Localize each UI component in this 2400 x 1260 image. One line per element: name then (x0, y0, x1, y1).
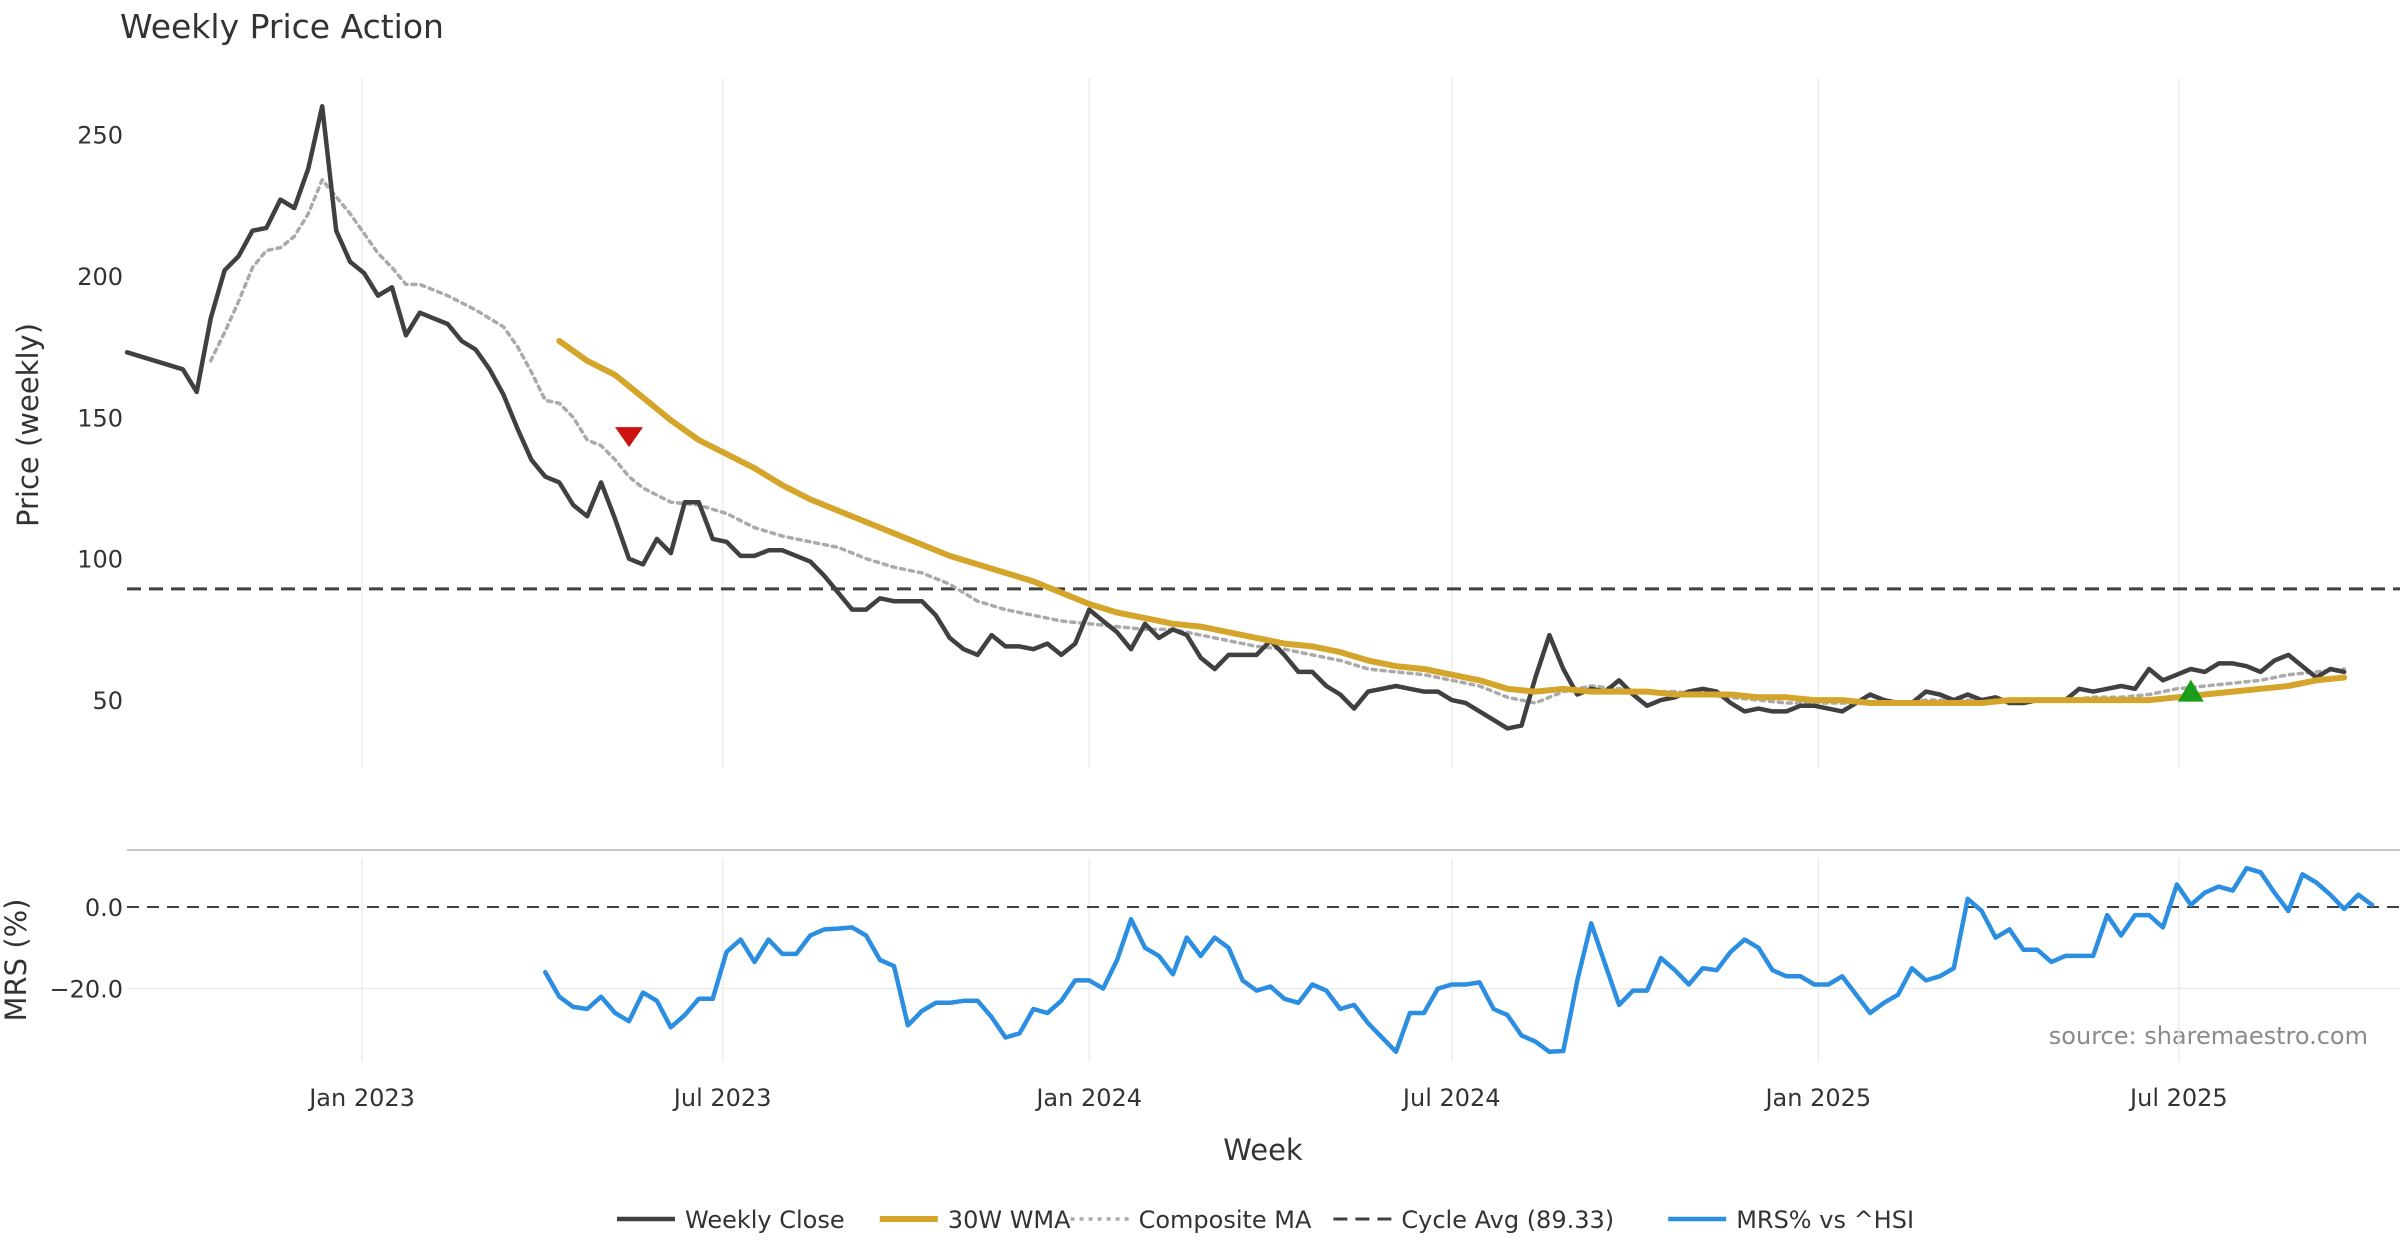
legend-item: MRS% vs ^HSI (1668, 1206, 1914, 1234)
price-y-tick-label: 150 (77, 404, 123, 432)
mrs-series-layer (543, 865, 2375, 1055)
price-y-tick-label: 100 (77, 546, 123, 574)
composite-line (208, 178, 2346, 705)
legend-label: Composite MA (1139, 1206, 1312, 1234)
mrs-y-axis-label: MRS (%) (0, 899, 33, 1022)
price-y-axis-label: Price (weekly) (11, 323, 45, 527)
legend-label: 30W WMA (948, 1206, 1071, 1234)
price-y-tick-label: 200 (77, 263, 123, 291)
x-axis-label: Week (1223, 1133, 1303, 1167)
x-tick-label: Jul 2025 (2128, 1084, 2228, 1112)
chart-title: Weekly Price Action (120, 7, 444, 46)
grid-layer (127, 78, 2400, 1062)
buy-signal-marker (2177, 679, 2204, 702)
legend-label: Cycle Avg (89.33) (1401, 1206, 1614, 1234)
weekly-close-line (124, 104, 2347, 731)
wma-line (556, 338, 2348, 706)
legend-label: MRS% vs ^HSI (1736, 1206, 1914, 1234)
source-note: source: sharemaestro.com (2049, 1022, 2368, 1050)
legend-item: Cycle Avg (89.33) (1333, 1206, 1614, 1234)
price-y-tick-label: 50 (92, 687, 123, 715)
sell-signal-marker (615, 427, 644, 448)
x-tick-label: Jan 2023 (307, 1084, 415, 1112)
x-tick-label: Jan 2024 (1034, 1084, 1142, 1112)
price-y-tick-label: 250 (77, 122, 123, 150)
legend-item: 30W WMA (879, 1206, 1071, 1234)
price-series-layer (124, 104, 2348, 731)
x-tick-label: Jul 2024 (1401, 1084, 1501, 1112)
legend-label: Weekly Close (685, 1206, 845, 1234)
legend-item: Composite MA (1070, 1206, 1312, 1234)
mrs-y-tick-label: 0.0 (85, 894, 123, 922)
mrs-line (543, 865, 2375, 1055)
mrs-y-tick-label: −20.0 (49, 976, 123, 1004)
x-tick-label: Jul 2023 (672, 1084, 772, 1112)
legend: Weekly Close 30W WMA Composite MA Cycle Avg… (617, 1206, 1914, 1234)
legend-item: Weekly Close (617, 1206, 845, 1234)
x-tick-label: Jan 2025 (1763, 1084, 1871, 1112)
